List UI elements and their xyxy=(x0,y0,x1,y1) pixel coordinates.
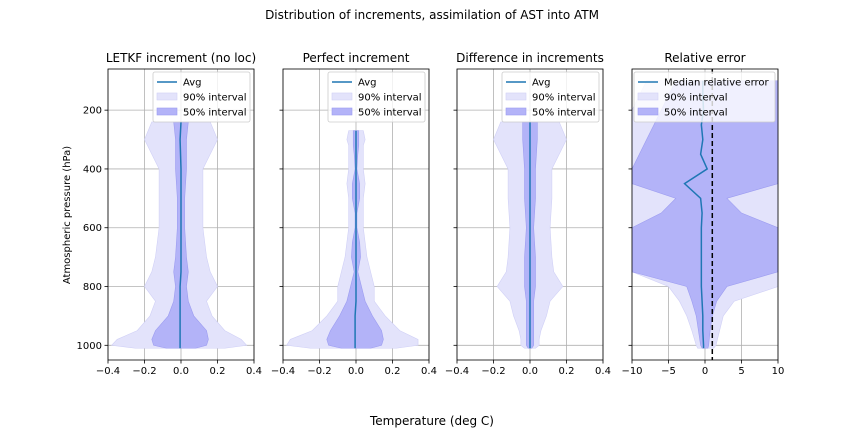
legend-label: Avg xyxy=(532,78,551,89)
x-tick-label: 0.0 xyxy=(348,366,364,377)
legend: Avg 90% interval 50% interval xyxy=(327,71,426,123)
x-tick-label: −0.2 xyxy=(307,366,331,377)
x-tick-label: 0.2 xyxy=(385,366,401,377)
legend-50-swatch xyxy=(331,107,353,116)
x-tick-label: −0.2 xyxy=(132,366,156,377)
panel-2: −0.4 −0.2 0.0 0.2 0.4 Perfect increment Avg 90%… xyxy=(271,51,437,377)
y-tick-label: 400 xyxy=(83,164,102,175)
median-line xyxy=(179,121,182,349)
legend-90-swatch xyxy=(637,92,659,101)
legend-label: 90% interval xyxy=(664,93,728,104)
x-tick-label: −10 xyxy=(621,366,642,377)
legend-50-swatch xyxy=(156,107,178,116)
legend: Avg 90% interval 50% interval xyxy=(152,71,251,123)
panel-title: Perfect increment xyxy=(303,51,410,65)
x-tick-label: −0.4 xyxy=(445,366,469,377)
panel-title: Difference in increments xyxy=(456,51,604,65)
legend-label: Median relative error xyxy=(664,78,770,89)
band-50-interval xyxy=(151,121,209,349)
x-tick-label: −0.4 xyxy=(96,366,120,377)
x-tick-label: 5 xyxy=(738,366,744,377)
figure-xlabel: Temperature (deg C) xyxy=(369,414,494,428)
x-tick-label: 10 xyxy=(772,366,785,377)
legend-label: 90% interval xyxy=(183,93,247,104)
figure-ylabel: Atmospheric pressure (hPa) xyxy=(62,146,73,284)
panel-1: −0.4 −0.2 0.0 0.2 0.4 200 400 600 800 1000 LETKF i… xyxy=(77,51,262,377)
band-90-interval xyxy=(286,130,419,349)
x-tick-label: 0.4 xyxy=(595,366,611,377)
x-tick-label: −0.4 xyxy=(271,366,295,377)
x-tick-label: 0.2 xyxy=(210,366,226,377)
x-tick-label: 0.0 xyxy=(173,366,189,377)
panel-title: Relative error xyxy=(664,51,745,65)
x-tick-label: 0.4 xyxy=(421,366,437,377)
x-tick-label: 0.0 xyxy=(522,366,538,377)
x-tick-label: 0.2 xyxy=(559,366,575,377)
legend-50-swatch xyxy=(505,107,527,116)
panel-4: −10 −5 0 5 10 Relative error Median relative e… xyxy=(621,51,784,377)
panel-3: −0.4 −0.2 0.0 0.2 0.4 Difference in increment… xyxy=(445,51,611,377)
legend-90-swatch xyxy=(156,92,178,101)
legend: Median relative error 90% interval 50% int… xyxy=(633,71,776,123)
legend-90-swatch xyxy=(505,92,527,101)
y-tick-label: 1000 xyxy=(77,341,102,352)
panel-title: LETKF increment (no loc) xyxy=(106,51,256,65)
legend-label: 90% interval xyxy=(532,93,596,104)
legend-label: 90% interval xyxy=(358,93,422,104)
y-tick-label: 600 xyxy=(83,223,102,234)
panels-group: −0.4 −0.2 0.0 0.2 0.4 200 400 600 800 1000 LETKF i… xyxy=(77,51,785,377)
band-50-interval xyxy=(632,80,778,349)
legend: Avg 90% interval 50% interval xyxy=(501,71,600,123)
legend-label: Avg xyxy=(183,78,202,89)
band-50-interval xyxy=(326,130,384,349)
legend-50-swatch xyxy=(637,107,659,116)
legend-label: Avg xyxy=(358,78,377,89)
x-tick-label: 0 xyxy=(702,366,708,377)
y-tick-label: 800 xyxy=(83,282,102,293)
median-line xyxy=(354,130,357,349)
x-tick-label: −0.2 xyxy=(481,366,505,377)
x-tick-label: 0.4 xyxy=(246,366,262,377)
legend-label: 50% interval xyxy=(358,108,422,119)
legend-label: 50% interval xyxy=(183,108,247,119)
x-tick-label: −5 xyxy=(661,366,676,377)
legend-label: 50% interval xyxy=(664,108,728,119)
legend-90-swatch xyxy=(331,92,353,101)
y-tick-label: 200 xyxy=(83,106,102,117)
median-line xyxy=(683,80,709,349)
figure-suptitle: Distribution of increments, assimilation… xyxy=(265,8,599,22)
legend-label: 50% interval xyxy=(532,108,596,119)
